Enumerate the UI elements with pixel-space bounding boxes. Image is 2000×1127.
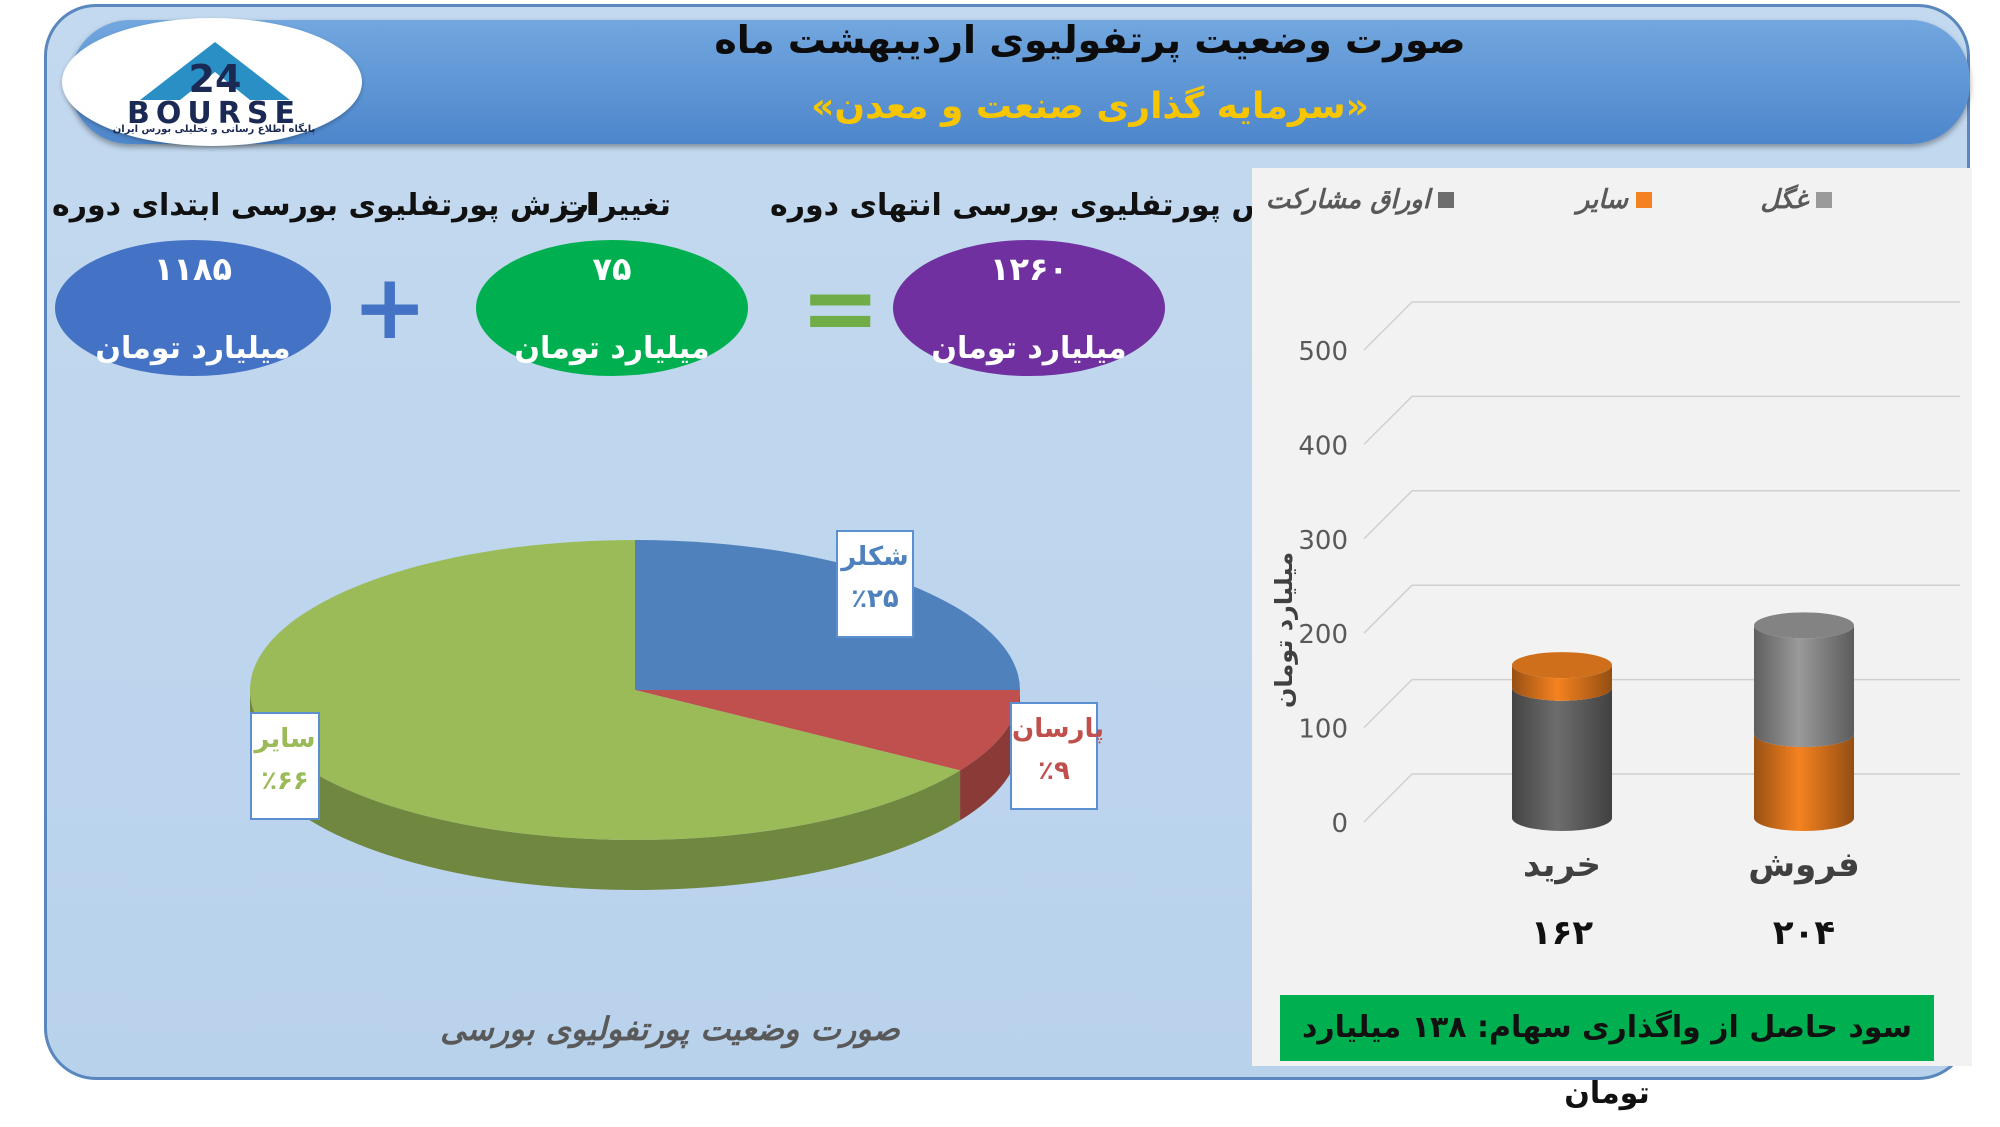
pie-label-other: سایر <box>254 724 316 754</box>
pie-tag-parsan: پارسان ٪۹ <box>1010 702 1105 810</box>
start-value: ۱۱۸۵ <box>153 250 233 288</box>
category-total-1: ۲۰۴ <box>1773 913 1835 953</box>
end-value: ۱۲۶۰ <box>989 250 1069 288</box>
y-tick-label-4: 400 <box>1298 431 1348 461</box>
category-label-0: خرید <box>1523 845 1601 885</box>
category-label-1: فروش <box>1748 845 1859 885</box>
pie-label-shakalar: شکلر <box>841 542 909 572</box>
pie-side-1 <box>960 690 1020 821</box>
gridline-diag-5 <box>1363 301 1413 351</box>
y-tick-label-3: 300 <box>1298 526 1348 556</box>
pie-value-parsan: ٪۹ <box>1038 756 1070 786</box>
page-title: صورت وضعیت پرتفولیوی اردیبهشت ماه <box>714 18 1466 62</box>
pie-label-parsan: پارسان <box>1012 714 1105 744</box>
logo-text: BOURSE <box>127 96 301 131</box>
gridline-diag-3 <box>1363 490 1413 540</box>
pie-chart <box>250 540 1020 890</box>
category-total-0: ۱۶۲ <box>1531 913 1594 953</box>
pie-chart-title: صورت وضعیت پورتفولیوی بورسی <box>440 1010 900 1048</box>
change-value: ۷۵ <box>592 250 632 288</box>
end-value-label: ارزش پورتفلیوی بورسی انتهای دوره <box>770 188 1318 223</box>
change-unit: میلیارد تومان <box>514 331 710 366</box>
gridline-diag-2 <box>1363 584 1413 634</box>
gridline-diag-4 <box>1363 395 1413 445</box>
change-value-ellipse: ۷۵ میلیارد تومان <box>476 240 748 376</box>
gridline-diag-0 <box>1363 773 1413 823</box>
end-unit: میلیارد تومان <box>931 331 1127 366</box>
bar-chart: 0 100 200 300 400 500 میلیارد تومان غگل سایر اورا… <box>1266 183 1960 953</box>
bar-1-سایر <box>1754 733 1854 831</box>
pie-side-2 <box>250 690 961 890</box>
legend-swatch-0 <box>1816 192 1832 208</box>
equals-icon: = <box>800 252 881 364</box>
pie-slice-0 <box>635 540 1020 690</box>
logo-number: 24 <box>189 57 242 101</box>
header-bar <box>70 20 1970 144</box>
logo-tagline: پایگاه اطلاع رسانی و تحلیلی بورس ایران <box>112 124 316 135</box>
page-subtitle: «سرمایه گذاری صنعت و معدن» <box>811 86 1369 127</box>
pie-tag-shakalar: شکلر ٪۲۵ <box>836 530 914 638</box>
legend-label-2: اوراق مشارکت <box>1266 185 1434 215</box>
bar-1-غگل <box>1754 625 1854 747</box>
start-value-ellipse: ۱۱۸۵ میلیارد تومان <box>55 240 331 376</box>
start-unit: میلیارد تومان <box>95 331 291 366</box>
gridline-diag-1 <box>1363 679 1413 729</box>
pie-slice-1 <box>635 690 1020 771</box>
pie-value-other: ٪۶۶ <box>261 766 309 796</box>
bar-top-0 <box>1512 652 1612 679</box>
y-tick-label-2: 200 <box>1298 620 1348 650</box>
legend-label-1: سایر <box>1573 185 1630 215</box>
logo-mark: 24 <box>140 42 290 101</box>
pie-slice-2 <box>250 540 961 840</box>
y-axis-label: میلیارد تومان <box>1270 552 1298 708</box>
legend-label-0: غگل <box>1760 183 1810 215</box>
change-label: تغییرات <box>559 188 671 223</box>
pie-tag-other: سایر ٪۶۶ <box>250 712 320 820</box>
bar-chart-panel <box>1252 168 1972 1066</box>
bar-0-اوراق مشارکت <box>1512 687 1612 831</box>
profit-banner: سود حاصل از واگذاری سهام: ۱۳۸ میلیارد تو… <box>1280 995 1934 1111</box>
end-value-ellipse: ۱۲۶۰ میلیارد تومان <box>893 240 1165 376</box>
start-value-label: ارزش پورتفلیوی بورسی ابتدای دوره <box>52 188 597 223</box>
legend-swatch-2 <box>1438 192 1454 208</box>
y-tick-label-5: 500 <box>1298 337 1348 367</box>
bar-0-سایر <box>1512 665 1612 701</box>
y-tick-label-1: 100 <box>1298 715 1348 745</box>
bar-top-1 <box>1754 612 1854 639</box>
legend-swatch-1 <box>1636 192 1652 208</box>
plus-icon: + <box>352 255 428 360</box>
pie-value-shakalar: ٪۲۵ <box>851 584 899 614</box>
y-tick-label-0: 0 <box>1331 809 1348 839</box>
